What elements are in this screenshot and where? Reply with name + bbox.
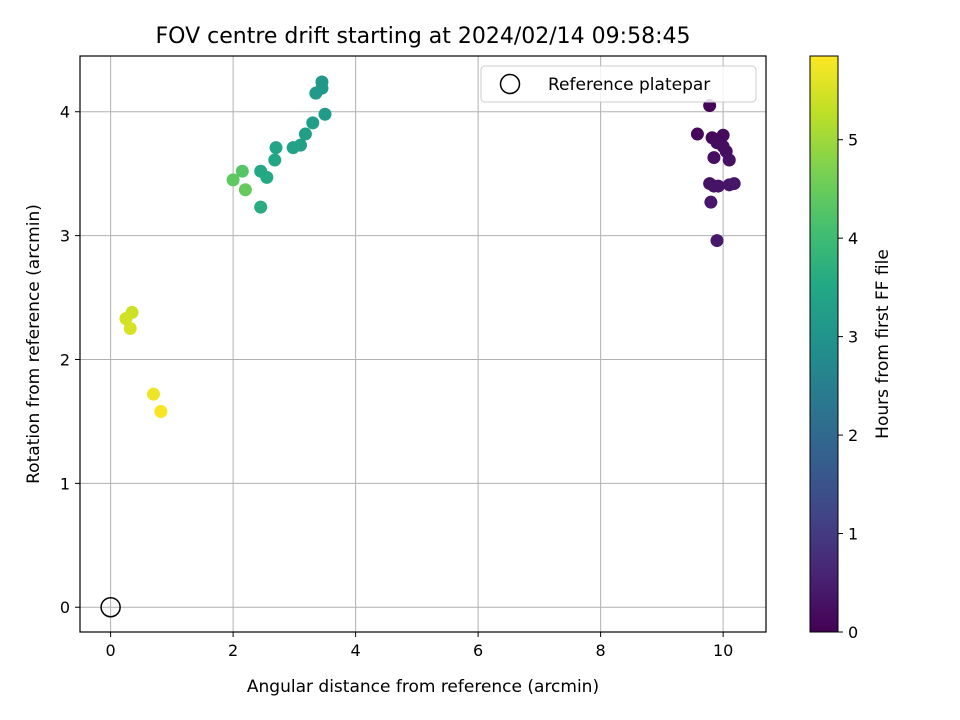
x-axis-label: Angular distance from reference (arcmin) bbox=[247, 677, 599, 697]
data-point bbox=[704, 195, 718, 209]
y-tick-label: 1 bbox=[60, 474, 70, 493]
data-point bbox=[268, 153, 282, 167]
colorbar-tick-label: 5 bbox=[848, 131, 858, 150]
data-point bbox=[298, 127, 312, 141]
reference-platepar-marker bbox=[100, 596, 121, 618]
x-tick-label: 4 bbox=[351, 641, 361, 660]
data-point bbox=[286, 141, 300, 155]
x-tick-label: 10 bbox=[713, 641, 733, 660]
grid-lines bbox=[80, 56, 766, 632]
data-point bbox=[226, 173, 240, 187]
data-point bbox=[318, 107, 332, 121]
legend-label-reference: Reference platepar bbox=[548, 75, 710, 95]
data-point bbox=[269, 141, 283, 155]
data-point bbox=[309, 86, 323, 100]
data-point bbox=[147, 387, 160, 401]
x-tick-label: 6 bbox=[473, 641, 483, 660]
chart-title: FOV centre drift starting at 2024/02/14 … bbox=[156, 24, 691, 49]
y-tick-label: 2 bbox=[60, 350, 70, 369]
y-axis-label: Rotation from reference (arcmin) bbox=[24, 204, 44, 484]
data-point bbox=[119, 312, 133, 326]
y-axis-ticks: 0 1 2 3 4 bbox=[60, 103, 80, 617]
data-point bbox=[238, 183, 252, 197]
colorbar-tick-label: 0 bbox=[848, 623, 858, 642]
colorbar-tick-label: 1 bbox=[848, 525, 858, 544]
x-tick-label: 0 bbox=[106, 641, 116, 660]
x-tick-label: 8 bbox=[596, 641, 606, 660]
legend-reference-marker bbox=[499, 73, 521, 95]
data-point bbox=[260, 170, 274, 184]
plot-frame bbox=[79, 55, 767, 633]
data-points bbox=[119, 75, 741, 419]
colorbar-gradient bbox=[809, 55, 839, 633]
legend-box bbox=[480, 65, 757, 103]
colorbar-tick-label: 3 bbox=[848, 328, 858, 347]
colorbar-label: Hours from first FF file bbox=[873, 249, 893, 439]
data-point bbox=[711, 179, 725, 193]
y-tick-label: 0 bbox=[60, 598, 70, 617]
data-point bbox=[722, 153, 736, 167]
reference-marker bbox=[100, 596, 121, 618]
data-point bbox=[235, 164, 249, 178]
data-point bbox=[123, 322, 137, 336]
colorbar-ticks: 0 1 2 3 4 5 bbox=[838, 131, 858, 642]
legend: Reference platepar bbox=[480, 65, 757, 103]
colorbar: 0 1 2 3 4 5 Hours from first FF file bbox=[809, 55, 893, 642]
data-point bbox=[154, 405, 168, 419]
x-axis-ticks: 0 2 4 6 8 10 bbox=[106, 632, 733, 660]
data-point bbox=[710, 234, 724, 248]
data-point bbox=[727, 177, 741, 191]
data-point bbox=[690, 127, 704, 141]
y-tick-label: 4 bbox=[60, 103, 70, 122]
colorbar-tick-label: 2 bbox=[848, 426, 858, 445]
data-point bbox=[306, 116, 320, 130]
data-point bbox=[707, 151, 721, 165]
colorbar-tick-label: 4 bbox=[848, 229, 858, 248]
data-point bbox=[254, 200, 268, 214]
x-tick-label: 2 bbox=[228, 641, 238, 660]
y-tick-label: 3 bbox=[60, 227, 70, 246]
